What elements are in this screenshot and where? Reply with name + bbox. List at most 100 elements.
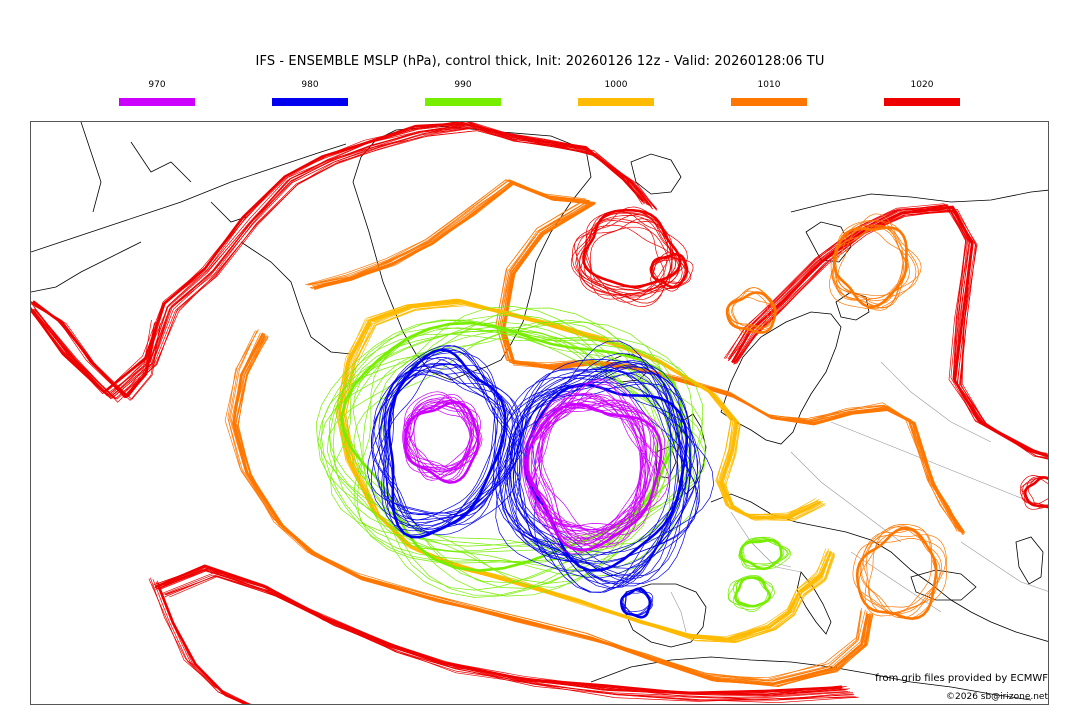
- isobar-1010-south-loop-1010: [867, 529, 941, 608]
- isobar-980-main-980: [495, 369, 698, 579]
- isobar-north-1020: [32, 126, 653, 396]
- border-line: [960, 541, 1048, 592]
- isobar-southwest-tail-1020: [157, 585, 251, 704]
- isobar-980-main-980: [514, 383, 692, 585]
- isobar-east-1020: [734, 209, 1048, 457]
- isobar-980-main-980: [509, 375, 696, 562]
- legend-item-980: 980: [272, 80, 348, 106]
- isobar-east-1020: [736, 210, 1048, 458]
- isobar-980-main-980: [504, 370, 688, 577]
- isobar-small-high-1020: [649, 252, 688, 283]
- isobar-970-main-970: [522, 392, 641, 535]
- border-line: [790, 451, 902, 543]
- source-credit: from grib files provided by ECMWF: [875, 673, 1048, 684]
- isobar-970-west-970: [405, 408, 472, 478]
- isobar-970-main-970: [537, 393, 655, 543]
- isobar-greenland-high-1020: [590, 218, 673, 304]
- isobar-990-main-990: [330, 329, 706, 547]
- isobar-east-1020: [723, 205, 1045, 454]
- border-line: [730, 511, 802, 573]
- isobar-north-1020: [31, 123, 649, 398]
- map-frame: [30, 121, 1049, 705]
- isobar-east-1020: [727, 206, 1048, 457]
- isobar-1010-north-1010: [312, 181, 961, 533]
- legend-label: 1010: [757, 80, 781, 90]
- legend-swatch: [425, 98, 501, 106]
- svalbard-coast: [630, 153, 682, 195]
- isobar-970-west-970: [403, 401, 480, 484]
- isobar-980-main-980: [498, 352, 692, 587]
- isobar-980-west-980: [370, 374, 508, 534]
- isobar-1010-south-1010: [232, 335, 871, 685]
- isobar-970-west-970: [408, 400, 478, 472]
- isobar-north-1020: [33, 127, 653, 399]
- isobar-east-1020: [733, 211, 1048, 459]
- isobar-1010-south-1010: [228, 330, 862, 681]
- siberia-coast: [790, 189, 1048, 213]
- isobar-1010-small-1010: [728, 291, 777, 329]
- isobar-1010-south-loop-1010: [861, 534, 947, 619]
- isobar-1000-outer-1000: [340, 322, 831, 641]
- isobar-970-west-970: [408, 401, 483, 467]
- isobar-southwest-tail-1020: [156, 580, 252, 704]
- isobar-980-main-980: [506, 361, 701, 584]
- isobar-east-high-1020: [1028, 477, 1048, 508]
- isobar-980-small-980: [620, 592, 651, 615]
- isobar-north-1020: [31, 122, 643, 393]
- isobar-1010-loop-1010: [834, 228, 909, 301]
- isobar-greenland-high-1020: [585, 211, 671, 300]
- legend-item-1020: 1020: [884, 80, 960, 106]
- isobar-1010-south-1010: [234, 333, 873, 687]
- isobar-north-1020: [37, 130, 657, 400]
- legend-swatch: [884, 98, 960, 106]
- isobar-southwest-1020: [155, 567, 842, 695]
- isobar-southwest-tail-1020: [150, 577, 247, 703]
- isobar-southwest-1020: [169, 576, 859, 704]
- isobar-1010-south-loop-1010: [852, 538, 937, 619]
- isobar-north-1020: [32, 125, 652, 400]
- isobar-990-main-990: [317, 333, 693, 597]
- isobar-east-1020: [735, 209, 1048, 460]
- isobar-greenland-high-1020: [574, 224, 677, 296]
- isobar-southwest-1020: [157, 569, 850, 696]
- isobar-1010-south-1010: [224, 330, 862, 681]
- border-line: [880, 361, 992, 443]
- isobar-small-high-1020: [650, 257, 692, 289]
- isobar-970-main-970: [530, 380, 642, 548]
- isobar-southwest-tail-1020: [158, 582, 246, 704]
- isobar-greenland-high-1020: [579, 212, 679, 294]
- isobar-1010-south-loop-1010: [858, 524, 939, 614]
- legend-swatch: [731, 98, 807, 106]
- isobar-1010-north-1010: [313, 183, 962, 533]
- isobar-southwest-1020: [164, 575, 855, 701]
- isobar-980-west-980: [371, 352, 521, 536]
- isobar-west-1020: [35, 304, 161, 400]
- novaya-zemlya-coast: [805, 221, 852, 263]
- country-borders: [670, 361, 1048, 633]
- isobar-north-1020: [32, 127, 653, 397]
- isobar-1010-loop-1010: [833, 213, 904, 308]
- isobar-970-west-970: [402, 399, 473, 476]
- legend-label: 970: [148, 80, 166, 90]
- isobar-east-1020: [734, 211, 1048, 460]
- isobar-970-west-970: [406, 396, 473, 481]
- isobar-1000-outer-1000: [335, 318, 829, 638]
- isobar-980-west-980: [380, 371, 513, 527]
- legend-item-1000: 1000: [578, 80, 654, 106]
- legend-item-970: 970: [119, 80, 195, 106]
- isobar-990-cutoff-990: [740, 537, 792, 570]
- isobar-east-1020: [728, 204, 1048, 456]
- isobar-east-high-1020: [1019, 476, 1048, 506]
- isobar-north-1020: [31, 122, 646, 394]
- isobar-southwest-tail-1020: [152, 579, 245, 704]
- isobar-990-cutoff-990: [739, 539, 790, 567]
- border-line: [750, 541, 792, 568]
- isobar-greenland-high-1020: [582, 208, 682, 289]
- isobar-1010-south-loop-1010: [864, 525, 943, 617]
- isobar-990-main-990: [353, 330, 658, 552]
- isobar-southwest-1020: [157, 567, 846, 696]
- legend-label: 1000: [604, 80, 628, 90]
- isobar-1010-south-1010: [235, 336, 872, 687]
- isobar-1010-south-1010: [231, 332, 868, 682]
- isobar-west-1020: [31, 301, 156, 397]
